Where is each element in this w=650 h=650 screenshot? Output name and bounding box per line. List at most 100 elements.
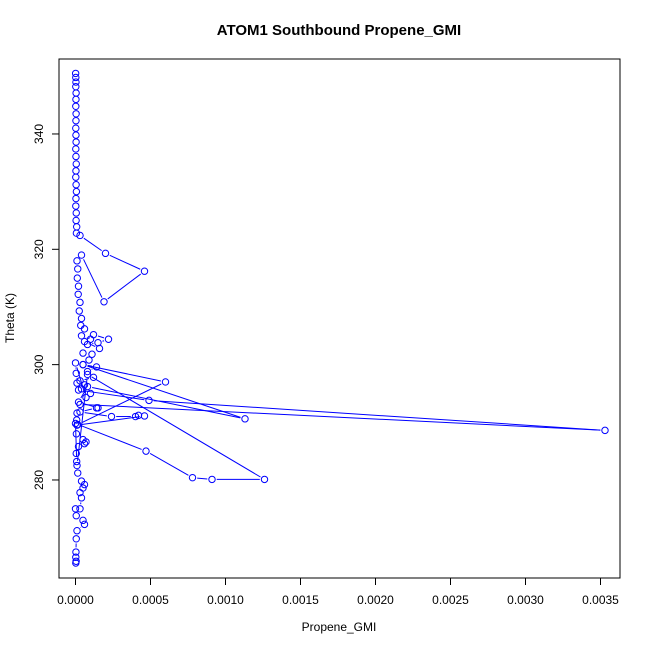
series-segment bbox=[92, 387, 241, 419]
series-segment bbox=[79, 424, 142, 450]
data-point bbox=[72, 131, 80, 139]
data-point bbox=[80, 337, 89, 346]
series-segment bbox=[197, 477, 208, 480]
data-point bbox=[73, 416, 81, 424]
series-segment bbox=[75, 428, 78, 457]
data-point bbox=[71, 69, 80, 78]
data-point bbox=[79, 349, 87, 357]
series-segment bbox=[82, 402, 94, 408]
data-point bbox=[72, 512, 80, 520]
y-tick-label: 300 bbox=[32, 354, 46, 374]
data-point bbox=[72, 209, 80, 217]
data-point bbox=[79, 516, 87, 525]
data-point bbox=[73, 257, 81, 265]
series-segment bbox=[77, 379, 88, 461]
data-point bbox=[72, 95, 80, 104]
series-segment bbox=[88, 343, 96, 347]
data-point bbox=[100, 298, 108, 306]
data-point bbox=[85, 356, 93, 364]
data-point bbox=[95, 344, 104, 353]
data-point bbox=[74, 442, 83, 451]
series-segment bbox=[80, 390, 86, 399]
data-point bbox=[72, 145, 80, 153]
data-point bbox=[140, 267, 149, 275]
data-point bbox=[82, 393, 90, 402]
data-point bbox=[72, 449, 80, 458]
series-segment bbox=[107, 273, 142, 300]
data-point bbox=[260, 475, 269, 484]
series-segment bbox=[83, 259, 103, 298]
data-point bbox=[80, 480, 89, 489]
data-point bbox=[72, 73, 80, 82]
data-point bbox=[73, 421, 81, 429]
series-segment bbox=[97, 335, 105, 339]
data-point bbox=[72, 535, 80, 543]
data-point bbox=[72, 110, 80, 118]
data-point bbox=[92, 363, 101, 371]
data-point bbox=[77, 332, 86, 340]
data-point bbox=[72, 89, 80, 97]
data-point bbox=[72, 160, 80, 168]
y-axis-label: Theta (K) bbox=[3, 293, 17, 343]
data-point bbox=[76, 298, 84, 307]
series-layer bbox=[71, 69, 609, 567]
plot-frame bbox=[58, 58, 621, 579]
x-tick-label: 0.0020 bbox=[357, 593, 394, 607]
data-point bbox=[74, 290, 82, 298]
data-point bbox=[75, 307, 83, 315]
data-point bbox=[72, 124, 80, 132]
data-point bbox=[74, 398, 83, 406]
data-point bbox=[72, 194, 80, 203]
data-point bbox=[73, 461, 81, 470]
data-point bbox=[73, 379, 81, 387]
data-point bbox=[74, 282, 83, 290]
series-segment bbox=[109, 254, 141, 270]
x-axis-label: Propene_GMI bbox=[302, 620, 377, 634]
data-point bbox=[76, 488, 84, 497]
data-point bbox=[145, 396, 153, 405]
data-point bbox=[72, 138, 80, 146]
data-point bbox=[73, 457, 81, 466]
data-point bbox=[74, 469, 82, 477]
series-segment bbox=[84, 412, 107, 417]
x-axis: 0.0000 0.0005 0.0010 0.0015 0.0020 0.0025 0.00… bbox=[57, 577, 619, 607]
series-segment bbox=[84, 378, 90, 381]
data-point bbox=[72, 553, 80, 561]
series-segment bbox=[87, 365, 241, 418]
y-tick-label: 280 bbox=[32, 470, 46, 490]
data-point bbox=[161, 378, 170, 386]
data-point bbox=[72, 229, 81, 237]
data-point bbox=[101, 249, 110, 258]
data-point bbox=[76, 505, 84, 513]
series-segment bbox=[153, 400, 601, 431]
data-point bbox=[72, 430, 81, 438]
data-point bbox=[72, 78, 80, 86]
data-point bbox=[76, 408, 84, 416]
x-tick-label: 0.0005 bbox=[132, 593, 169, 607]
data-point bbox=[80, 325, 89, 333]
data-point bbox=[72, 559, 80, 567]
data-point bbox=[77, 314, 86, 323]
data-point bbox=[88, 350, 96, 358]
data-point bbox=[77, 251, 86, 259]
series-segment bbox=[84, 404, 601, 431]
y-tick-label: 340 bbox=[32, 124, 46, 144]
data-point bbox=[72, 216, 80, 225]
x-tick-label: 0.0000 bbox=[57, 593, 94, 607]
series-segment bbox=[81, 416, 140, 426]
data-point bbox=[73, 223, 81, 231]
data-point bbox=[74, 265, 82, 273]
data-point bbox=[72, 369, 80, 377]
data-point bbox=[80, 439, 89, 448]
data-point bbox=[72, 102, 80, 110]
data-point bbox=[92, 404, 101, 412]
series-segment bbox=[76, 367, 86, 394]
x-tick-label: 0.0035 bbox=[582, 593, 619, 607]
data-point bbox=[74, 386, 83, 394]
data-point bbox=[89, 330, 98, 339]
data-point bbox=[601, 426, 609, 435]
series-segment bbox=[83, 237, 102, 252]
data-point bbox=[72, 181, 80, 189]
data-point bbox=[77, 321, 85, 330]
